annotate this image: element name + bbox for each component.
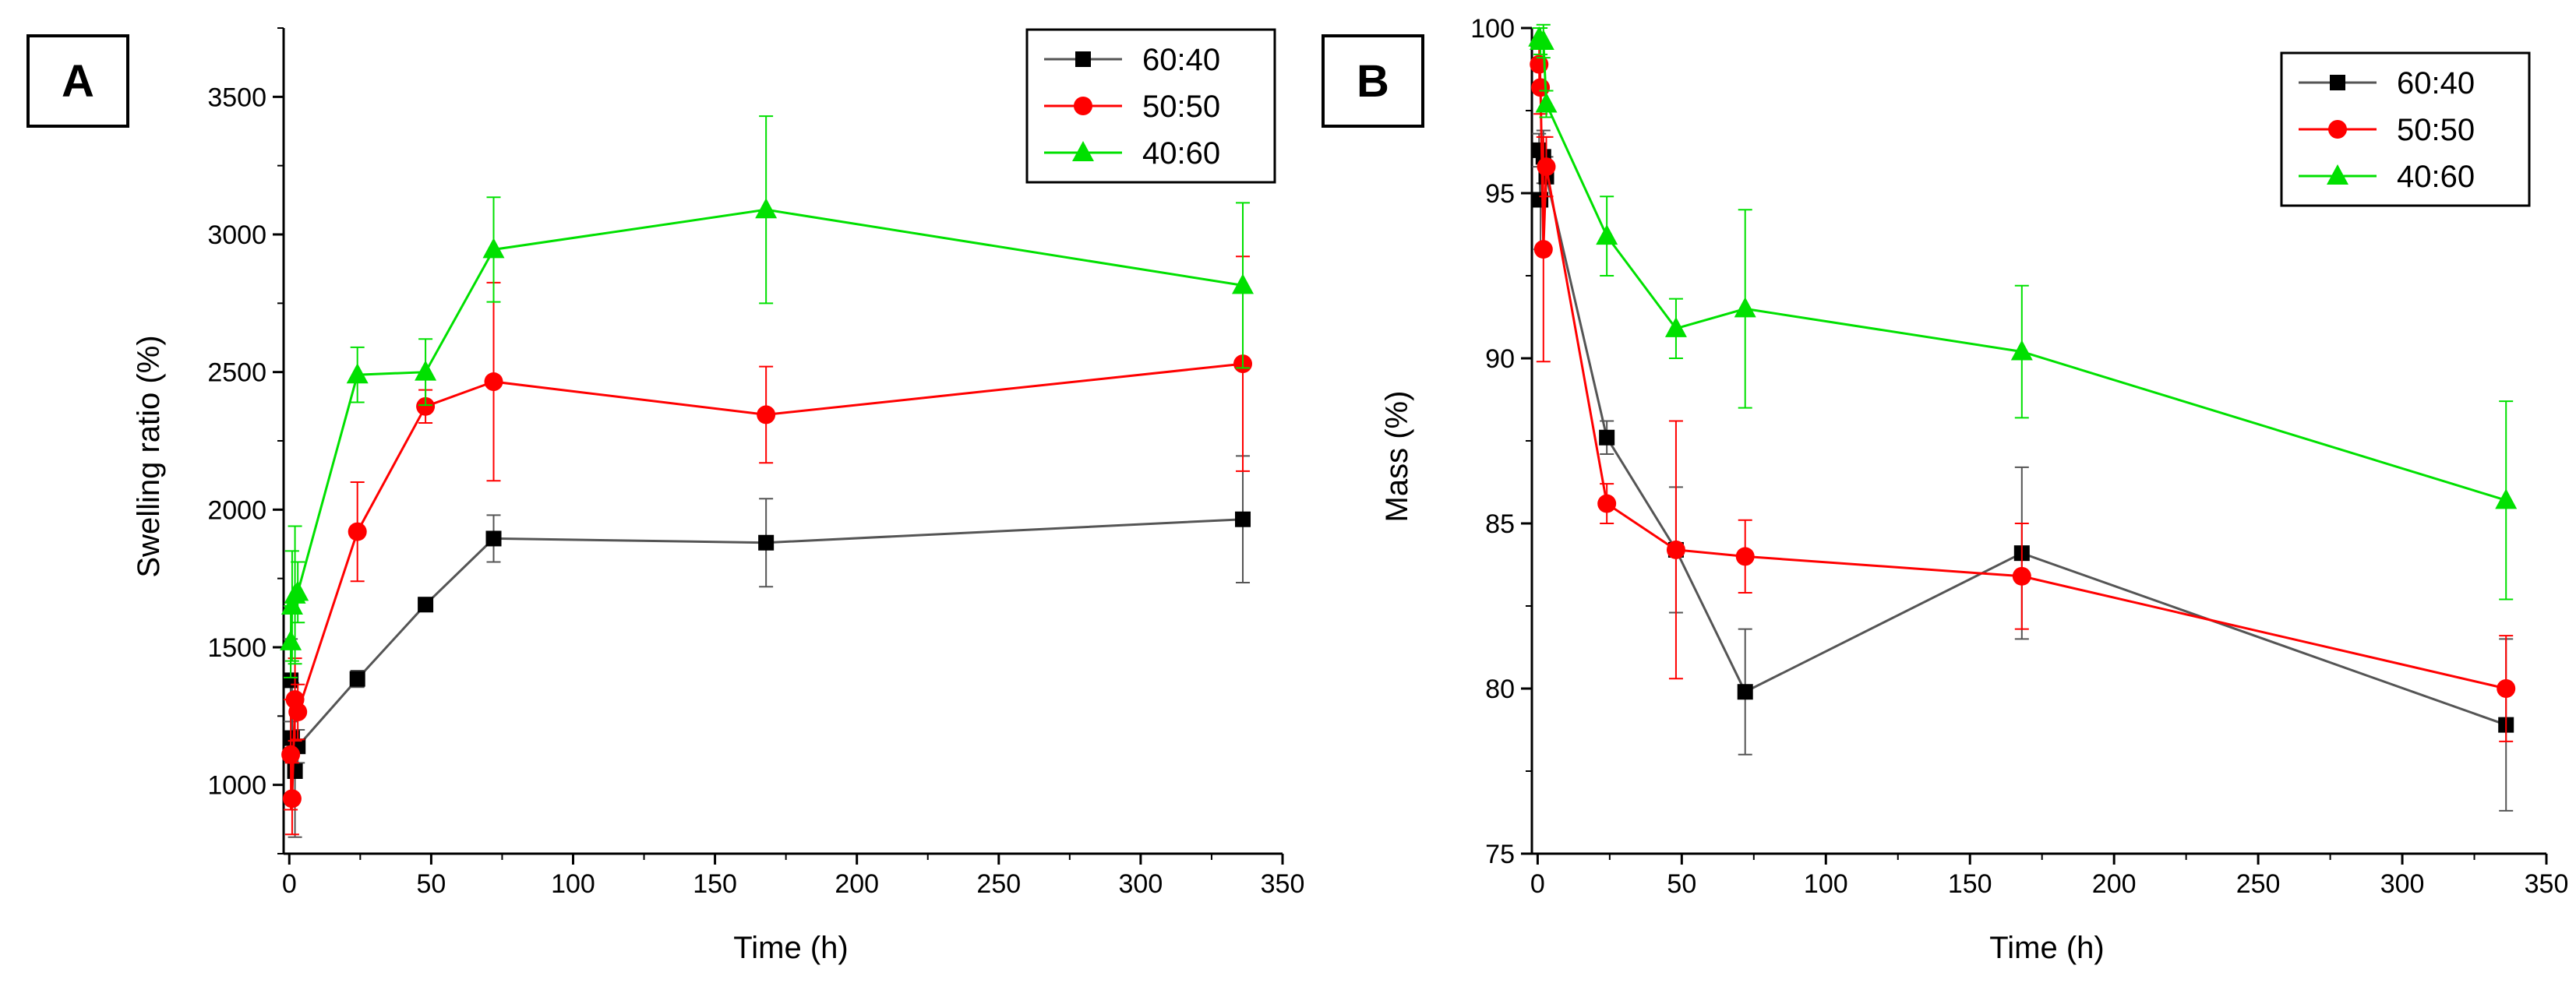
y-tick-label: 90 [1485,344,1515,374]
data-point [281,745,301,764]
x-tick-label: 350 [1261,869,1305,899]
x-tick-label: 250 [2236,869,2281,899]
data-point [418,597,434,613]
data-point [482,238,505,259]
data-point [1232,273,1254,294]
data-point [1537,157,1556,177]
data-point [281,594,303,615]
legend-marker [2330,75,2345,90]
series-40-60 [1528,23,2518,601]
data-point [2012,566,2031,586]
panel-label-box [1322,34,1424,128]
legend-label: 40:60 [1142,136,1220,171]
x-tick-label: 150 [1948,869,1992,899]
data-point [1737,684,1753,700]
data-point [1735,547,1755,566]
data-point [1235,511,1251,527]
panel-label-box [26,34,129,128]
x-tick-label: 150 [693,869,737,899]
y-tick-label: 95 [1485,179,1515,209]
y-tick-label: 2500 [207,358,266,388]
legend-label: 50:50 [2397,113,2475,147]
x-tick-label: 300 [2380,869,2425,899]
x-tick-label: 350 [2525,869,2569,899]
data-point [348,522,367,541]
data-point [287,580,309,601]
data-point [484,372,503,392]
data-point [346,363,369,384]
data-point [1666,540,1685,559]
legend-marker [1072,141,1094,161]
y-tick-label: 3000 [207,220,266,250]
y-tick-label: 2000 [207,495,266,525]
data-point [1596,224,1618,245]
panel-b: 0 50 100 150 200 250 300 350 75 80 85 90 95 100 Time (… [1322,14,2569,965]
x-tick-label: 100 [1804,869,1848,899]
y-tick-label: 1000 [207,771,266,801]
series-50-50 [1530,44,2516,742]
legend-marker [2328,120,2347,139]
data-point [1664,316,1687,337]
x-axis-title: Time (h) [733,931,848,965]
y-axis-title: Swelling ratio (%) [132,335,166,577]
legend-label: 40:60 [2397,160,2475,194]
data-point [1532,29,1554,50]
panel-label: A [62,56,94,107]
data-point [2010,340,2033,361]
data-point [282,789,302,809]
series-60-40 [283,455,1251,838]
legend-marker [1075,51,1091,67]
y-tick-label: 75 [1485,840,1515,869]
data-point [485,530,502,547]
panel-label: B [1357,56,1389,107]
x-axis-title: Time (h) [1989,931,2104,965]
data-point [1535,92,1558,113]
y-tick-label: 100 [1470,14,1515,44]
y-axis-title: Mass (%) [1380,391,1414,523]
data-point [2497,679,2516,698]
x-tick-label: 100 [551,869,595,899]
y-tick-label: 85 [1485,509,1515,539]
data-point [1734,297,1756,318]
data-point [2495,488,2518,509]
data-point [1599,429,1615,446]
data-point [1597,494,1617,513]
legend-label: 50:50 [1142,90,1220,124]
x-tick-label: 200 [2092,869,2137,899]
data-point [416,396,436,416]
legend-label: 60:40 [2397,66,2475,100]
legend-marker [2327,164,2348,185]
data-point [758,534,775,551]
x-tick-label: 250 [976,869,1021,899]
x-tick-label: 300 [1119,869,1163,899]
x-tick-label: 0 [282,869,297,899]
x-tick-label: 0 [1530,869,1545,899]
legend: 60:40 50:50 40:60 [1025,28,1276,184]
legend: 60:40 50:50 40:60 [2280,51,2531,207]
panel-a: 0 50 100 150 200 250 300 350 1000 1500 2000 2500 300… [26,27,1305,965]
legend-label: 60:40 [1142,43,1220,77]
x-tick-label: 50 [1667,869,1696,899]
legend-marker [1074,97,1092,115]
data-point [415,360,437,381]
y-tick-label: 1500 [207,633,266,663]
data-point [287,763,303,779]
data-point [280,629,302,650]
data-point [757,405,776,425]
data-point [288,703,308,722]
data-point [1533,240,1553,259]
y-tick-label: 80 [1485,675,1515,704]
series-60-40 [1531,129,2514,812]
data-point [755,198,778,219]
y-tick-label: 3500 [207,83,266,112]
x-tick-label: 50 [416,869,446,899]
x-tick-label: 200 [835,869,879,899]
data-point [349,671,365,687]
series-40-60 [280,115,1254,678]
